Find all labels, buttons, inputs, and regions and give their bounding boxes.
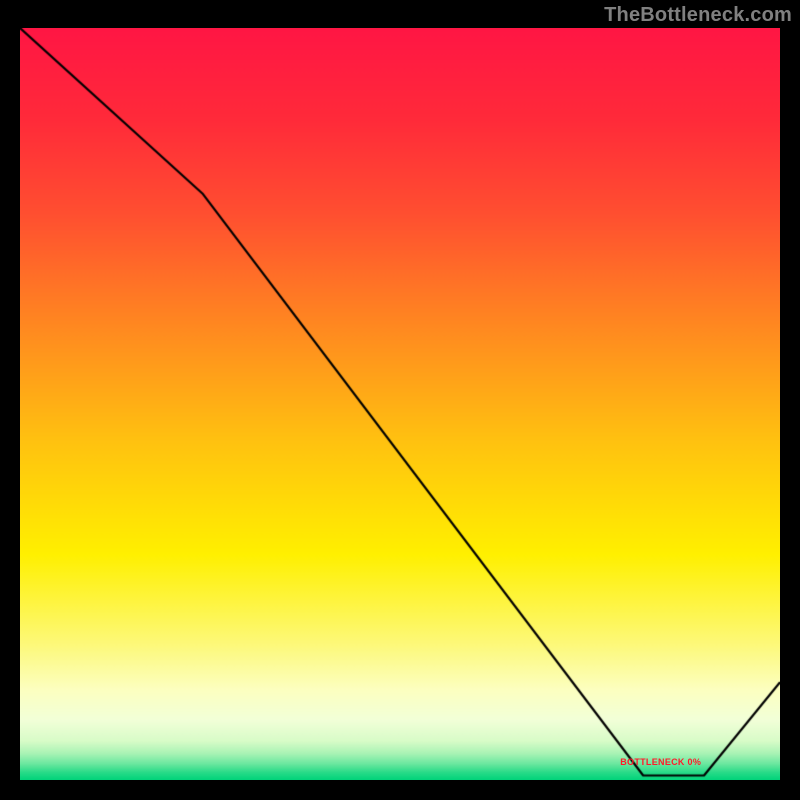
chart-container: TheBottleneck.com BOTTLENECK 0%: [0, 0, 800, 800]
plot-area: BOTTLENECK 0%: [20, 28, 780, 780]
bottleneck-curve: [20, 28, 780, 780]
watermark-text: TheBottleneck.com: [604, 4, 792, 27]
bottleneck-marker-label: BOTTLENECK 0%: [620, 757, 701, 767]
